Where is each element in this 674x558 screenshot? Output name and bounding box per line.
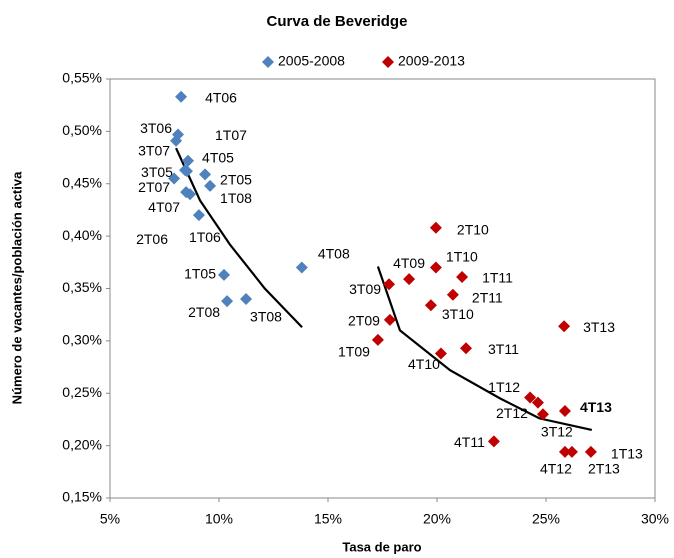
x-tick-label: 25% bbox=[532, 511, 560, 527]
trend-line bbox=[376, 266, 593, 431]
point-label: 3T05 bbox=[141, 164, 173, 180]
point-label: 2T09 bbox=[348, 313, 380, 329]
legend-label: 2005-2008 bbox=[278, 53, 345, 69]
point-label: 3T09 bbox=[349, 281, 381, 297]
point bbox=[434, 347, 447, 360]
point bbox=[168, 172, 181, 185]
y-tick-label: 0,40% bbox=[62, 227, 102, 243]
plot-border bbox=[109, 78, 656, 499]
y-tick-label: 0,15% bbox=[62, 489, 102, 505]
point-label: 4T08 bbox=[318, 245, 350, 261]
y-tick-label: 0,35% bbox=[62, 279, 102, 295]
point-label: 2T05 bbox=[220, 172, 252, 188]
legend-marker bbox=[262, 56, 274, 68]
point-label: 3T13 bbox=[583, 319, 615, 335]
point bbox=[565, 445, 578, 458]
point-label: 3T12 bbox=[541, 423, 573, 439]
point bbox=[182, 154, 195, 167]
point bbox=[584, 445, 597, 458]
point-label: 4T13 bbox=[580, 399, 612, 415]
y-tick-label: 0,20% bbox=[62, 436, 102, 452]
point-label: 2T06 bbox=[136, 231, 168, 247]
y-axis-label: Número de vacantes/población activa bbox=[9, 171, 24, 404]
point bbox=[175, 90, 188, 103]
point-label: 4T11 bbox=[454, 434, 485, 450]
point-label: 1T05 bbox=[184, 266, 216, 282]
x-tick-label: 30% bbox=[641, 511, 669, 527]
point bbox=[429, 261, 442, 274]
point bbox=[558, 405, 571, 418]
y-tick-label: 0,30% bbox=[62, 332, 102, 348]
point-label: 2T11 bbox=[472, 289, 503, 305]
point bbox=[429, 221, 442, 234]
x-tick-label: 20% bbox=[423, 511, 451, 527]
x-axis-label: Tasa de paro bbox=[342, 539, 421, 554]
point-label: 4T05 bbox=[202, 149, 234, 165]
point-label: 4T10 bbox=[408, 356, 440, 372]
point-label: 3T10 bbox=[442, 306, 474, 322]
y-tick-label: 0,55% bbox=[62, 70, 102, 86]
point-label: 4T07 bbox=[148, 199, 180, 215]
point bbox=[531, 396, 544, 409]
point bbox=[487, 435, 500, 448]
point-label: 1T08 bbox=[220, 190, 252, 206]
legend-marker bbox=[382, 56, 394, 68]
x-tick-label: 10% bbox=[205, 511, 233, 527]
point-label: 2T13 bbox=[588, 461, 620, 477]
point bbox=[459, 342, 472, 355]
point-label: 3T08 bbox=[250, 309, 282, 325]
point bbox=[192, 209, 205, 222]
point-label: 2T07 bbox=[138, 179, 170, 195]
point-label: 4T06 bbox=[205, 90, 237, 106]
point bbox=[446, 288, 459, 301]
point-label: 1T06 bbox=[189, 229, 221, 245]
point bbox=[424, 299, 437, 312]
point-label: 3T06 bbox=[140, 120, 172, 136]
x-tick-label: 5% bbox=[100, 511, 120, 527]
point bbox=[456, 270, 469, 283]
point-label: 1T09 bbox=[338, 344, 370, 360]
point bbox=[180, 186, 193, 199]
point-label: 3T07 bbox=[138, 143, 170, 159]
x-tick-label: 15% bbox=[314, 511, 342, 527]
point bbox=[536, 408, 549, 421]
point-label: 1T11 bbox=[482, 270, 513, 286]
point-label: 2T08 bbox=[188, 304, 220, 320]
y-tick-label: 0,45% bbox=[62, 174, 102, 190]
trend-line bbox=[175, 147, 303, 329]
point-label: 1T07 bbox=[215, 127, 247, 143]
legend-label: 2009-2013 bbox=[398, 53, 465, 69]
point bbox=[383, 313, 396, 326]
point bbox=[403, 273, 416, 286]
point bbox=[524, 391, 537, 404]
point bbox=[558, 320, 571, 333]
point bbox=[240, 292, 253, 305]
point bbox=[170, 134, 183, 147]
point bbox=[199, 168, 212, 181]
point-label: 1T12 bbox=[488, 379, 520, 395]
point bbox=[204, 179, 217, 192]
point-label: 1T10 bbox=[446, 248, 478, 264]
point-label: 3T11 bbox=[488, 341, 519, 357]
point bbox=[295, 261, 308, 274]
point bbox=[221, 295, 234, 308]
point-label: 2T10 bbox=[457, 221, 489, 237]
point-label: 1T13 bbox=[611, 446, 643, 462]
point bbox=[383, 278, 396, 291]
point-label: 2T12 bbox=[496, 405, 528, 421]
point bbox=[558, 445, 571, 458]
point bbox=[178, 164, 191, 177]
y-tick-label: 0,25% bbox=[62, 384, 102, 400]
point-label: 4T12 bbox=[540, 461, 572, 477]
point bbox=[371, 333, 384, 346]
point bbox=[218, 268, 231, 281]
chart-title: Curva de Beveridge bbox=[267, 13, 408, 30]
y-tick-label: 0,50% bbox=[62, 122, 102, 138]
point-label: 4T09 bbox=[393, 255, 425, 271]
